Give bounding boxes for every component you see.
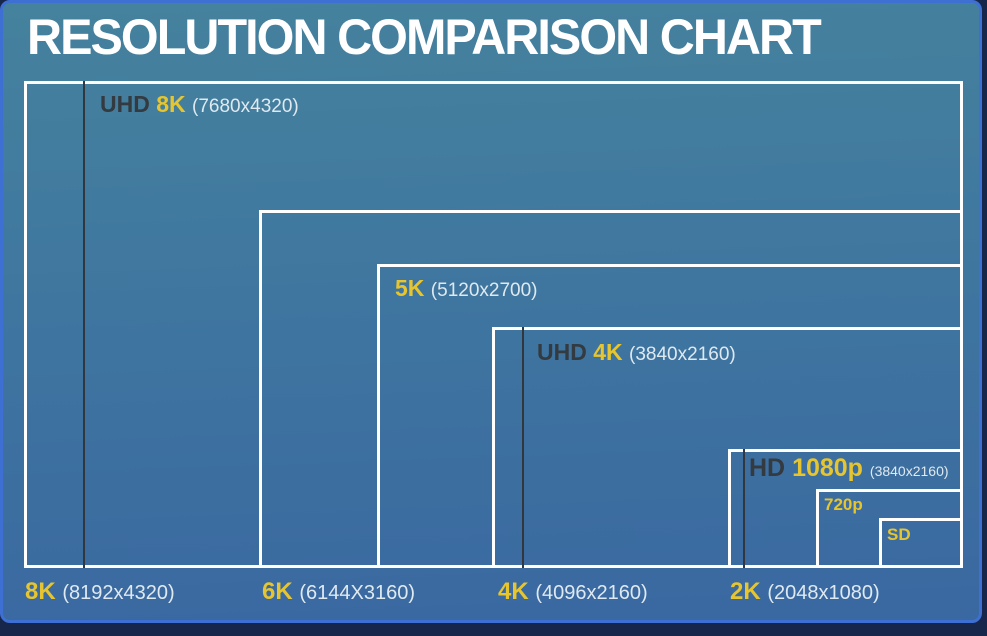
- label-720p-name: 720p: [824, 495, 863, 514]
- label-sd-name: SD: [887, 525, 911, 544]
- bottom-label-6k: 6K (6144X3160): [262, 578, 415, 606]
- hd-1080p-divider-line: [743, 449, 745, 568]
- label-sd: SD: [887, 525, 911, 545]
- label-uhd-4k-name: 4K: [593, 339, 623, 365]
- label-uhd-4k: UHD 4K (3840x2160): [537, 339, 736, 366]
- bottom-label-6k-dims: (6144X3160): [299, 582, 416, 604]
- bottom-label-2k-name: 2K: [730, 578, 761, 605]
- label-5k-name: 5K: [395, 275, 425, 301]
- bottom-label-6k-name: 6K: [262, 578, 293, 605]
- uhd-8k-divider-line: [83, 81, 85, 568]
- label-5k-dims: (5120x2700): [430, 280, 538, 301]
- label-uhd-8k: UHD 8K (7680x4320): [100, 91, 299, 118]
- label-hd-1080p: HD 1080p (3840x2160): [749, 454, 949, 483]
- label-uhd-8k-dims: (7680x4320): [192, 96, 299, 117]
- label-uhd-8k-name: 8K: [156, 91, 186, 117]
- box-4k: [492, 327, 963, 568]
- label-uhd-4k-prefix: UHD: [537, 339, 587, 365]
- label-hd-1080p-name: 1080p: [792, 454, 863, 482]
- bottom-label-8k: 8K (8192x4320): [25, 578, 175, 606]
- label-uhd-8k-prefix: UHD: [100, 91, 150, 117]
- page-title: RESOLUTION COMPARISON CHART: [27, 9, 822, 65]
- uhd-4k-divider-line: [522, 327, 524, 568]
- label-uhd-4k-dims: (3840x2160): [629, 344, 736, 365]
- bottom-label-2k-dims: (2048x1080): [767, 582, 880, 604]
- bottom-label-8k-dims: (8192x4320): [62, 582, 175, 604]
- bottom-label-4k-name: 4K: [498, 578, 529, 605]
- bottom-label-2k: 2K (2048x1080): [730, 578, 880, 606]
- bottom-label-4k-dims: (4096x2160): [535, 582, 648, 604]
- label-hd-1080p-prefix: HD: [749, 454, 786, 482]
- bottom-label-4k: 4K (4096x2160): [498, 578, 648, 606]
- label-hd-1080p-dims: (3840x2160): [869, 463, 949, 479]
- box-sd: [879, 518, 963, 568]
- label-720p: 720p: [824, 495, 863, 515]
- bottom-label-8k-name: 8K: [25, 578, 56, 605]
- label-5k: 5K (5120x2700): [395, 275, 538, 302]
- chart-panel: RESOLUTION COMPARISON CHART UHD 8K (7680…: [0, 0, 982, 623]
